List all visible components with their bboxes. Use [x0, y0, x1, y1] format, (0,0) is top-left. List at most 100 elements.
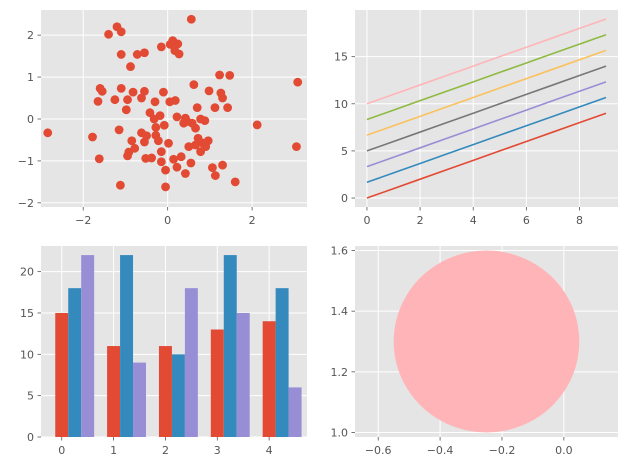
x-tick-label: 6 — [523, 214, 530, 227]
scatter-point — [126, 62, 135, 71]
scatter-point — [127, 136, 137, 146]
scatter-point — [169, 154, 178, 164]
scatter-point — [292, 142, 301, 152]
x-tick-label: 0.0 — [555, 444, 573, 457]
bar — [184, 288, 198, 437]
scatter-point — [184, 142, 194, 152]
y-tick-label: 10 — [334, 98, 348, 111]
scatter-point — [145, 108, 155, 118]
scatter-point — [191, 140, 200, 150]
scatter-point — [172, 162, 182, 172]
scatter-point — [147, 153, 157, 163]
x-tick-label: 1 — [110, 444, 117, 457]
scatter-point — [230, 177, 240, 187]
scatter-point — [210, 171, 220, 180]
scatter-point — [252, 120, 262, 130]
x-tick-label: 2 — [417, 214, 424, 227]
scatter-point — [123, 151, 132, 161]
series-line — [366, 65, 607, 152]
scatter-point — [170, 96, 180, 105]
x-tick-label: 0 — [164, 214, 171, 227]
scatter-point — [181, 169, 190, 178]
scatter-point — [116, 27, 126, 37]
data-layer — [43, 14, 303, 192]
bar — [68, 288, 82, 437]
scatter-point — [151, 122, 161, 132]
scatter-point — [192, 103, 202, 113]
x-tick-label: 2 — [162, 444, 169, 457]
line-panel: 0 2 4 6 8 0 5 10 15 — [334, 10, 618, 227]
scatter-point — [161, 165, 170, 175]
scatter-point — [140, 48, 149, 58]
series-line — [366, 81, 607, 168]
bar — [158, 346, 172, 437]
scatter-point — [174, 49, 184, 59]
scatter-point — [104, 29, 113, 39]
scatter-point — [43, 128, 53, 138]
y-tick-label: 10 — [20, 348, 34, 361]
scatter-point — [132, 50, 142, 59]
x-tick-label: −0.4 — [427, 444, 454, 457]
y-tick-label: 20 — [20, 266, 34, 279]
scatter-point — [189, 80, 199, 90]
scatter-point — [140, 137, 149, 147]
scatter-point — [215, 70, 225, 80]
y-tick-label: 5 — [27, 390, 34, 403]
scatter-point — [123, 95, 132, 105]
scatter-point — [128, 87, 138, 97]
scatter-point — [137, 93, 146, 103]
scatter-point — [115, 180, 125, 190]
scatter-point — [218, 93, 227, 103]
y-tick-label: 1 — [27, 71, 34, 84]
circle-patch — [393, 250, 580, 433]
series-line — [366, 49, 607, 136]
data-layer — [55, 255, 302, 437]
scatter-point — [156, 147, 166, 157]
bar — [133, 362, 146, 437]
bar — [275, 288, 289, 437]
scatter-point — [149, 114, 159, 124]
scatter-point — [200, 116, 210, 126]
scatter-point — [176, 152, 186, 162]
scatter-point — [153, 136, 163, 146]
circle-panel: −0.6 −0.4 −0.2 0.0 1.0 1.2 1.4 1.6 — [331, 245, 618, 457]
y-tick-label: 0 — [27, 113, 34, 126]
x-tick-label: 2 — [249, 214, 256, 227]
x-tick-label: −0.6 — [365, 444, 392, 457]
scatter-point — [164, 138, 173, 148]
scatter-point — [116, 83, 126, 93]
scatter-point — [179, 118, 189, 128]
scatter-point — [173, 39, 183, 49]
bar — [262, 321, 276, 437]
scatter-point — [116, 50, 126, 59]
y-tick-label: 5 — [341, 145, 348, 158]
y-tick-label: 1.2 — [331, 366, 349, 379]
scatter-point — [293, 77, 303, 87]
y-tick-label: 0 — [27, 431, 34, 444]
y-tick-label: 1.0 — [331, 426, 349, 439]
bar — [120, 255, 134, 437]
scatter-point — [186, 158, 196, 168]
scatter-point — [159, 87, 168, 97]
scatter-point — [114, 125, 124, 135]
bar — [81, 255, 95, 437]
scatter-point — [110, 95, 120, 105]
scatter-point — [159, 120, 169, 130]
x-tick-label: 3 — [214, 444, 221, 457]
bar — [236, 312, 250, 437]
y-tick-label: 1.4 — [331, 305, 349, 318]
bar — [288, 387, 302, 437]
scatter-point — [95, 83, 105, 93]
bar — [223, 255, 237, 437]
bar — [210, 329, 224, 437]
data-layer — [393, 250, 580, 433]
y-tick-label: 15 — [20, 307, 34, 320]
scatter-point — [156, 157, 166, 167]
y-tick-label: 0 — [341, 192, 348, 205]
scatter-point — [210, 103, 220, 113]
scatter-point — [94, 154, 104, 164]
bar — [171, 354, 185, 437]
y-tick-label: 15 — [334, 51, 348, 64]
y-tick-label: −1 — [18, 155, 34, 168]
